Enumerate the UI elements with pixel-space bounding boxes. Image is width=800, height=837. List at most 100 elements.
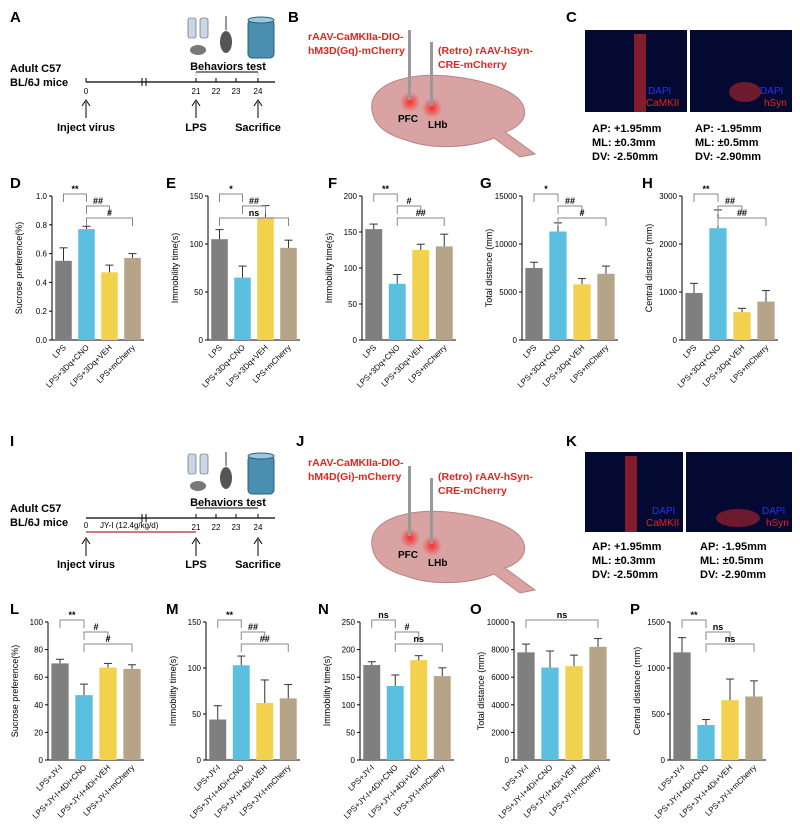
panel-letter-m: M [166,601,179,618]
histology-top: DAPI CaMKII DAPI hSyn AP: +1.95mm ML: ±0… [585,30,792,163]
y-tick-label: 20 [34,728,43,737]
arrow-icon [81,537,91,556]
category-label: LPS [51,343,68,360]
mouse-strain-line1: Adult C57 [10,63,61,75]
panel-letter-f: F [328,175,337,192]
y-axis-label: Sucrose preference(%) [14,222,24,315]
virus-left-line2: hM3D(Gq)-mCherry [308,45,405,57]
y-tick-label: 50 [348,300,357,309]
tail-suspension-mouse-icon [220,452,232,489]
event-label-inject: Inject virus [57,122,115,134]
y-tick-label: 8000 [491,646,509,655]
bar [433,676,451,760]
bar [733,312,751,340]
significance-label: ** [71,184,79,194]
bar [280,247,297,340]
day-label: 22 [212,523,221,532]
significance-label: ## [260,634,270,644]
mouse-strain-line2: BL/6J mice [10,77,68,89]
y-axis-label: Central distance (mm) [632,647,642,736]
stain-label: DAPI [760,86,783,97]
significance-bracket [557,217,607,226]
significance-label: # [93,622,98,632]
bar [279,698,297,760]
y-tick-label: 0 [351,756,356,765]
marker-label: hSyn [766,518,789,529]
stain-label: DAPI [652,506,675,517]
coord: AP: -1.95mm [695,123,762,135]
brain-shape [371,510,537,594]
significance-bracket [394,631,420,640]
significance-label: ## [565,196,575,206]
y-axis-label: Central distance (mm) [644,224,654,313]
bar [55,260,72,340]
bar [234,277,251,340]
coord: DV: -2.90mm [695,151,761,163]
arrow-icon [81,99,91,118]
significance-bracket [63,193,87,202]
significance-label: ns [249,208,260,218]
bar [410,660,428,760]
bar [573,284,591,340]
day-label: 0 [84,87,89,96]
significance-bracket [525,619,599,628]
mouse-strain-line1: Adult C57 [10,503,61,515]
histology-bottom: DAPI CaMKII DAPI hSyn AP: +1.95mm ML: ±0… [585,452,792,581]
significance-label: # [579,208,584,218]
coord: AP: +1.95mm [592,123,662,135]
bar [256,702,274,760]
bar [435,246,453,340]
day-label: 24 [254,523,263,532]
bar [517,652,535,760]
significance-label: * [229,184,233,194]
significance-bracket [219,217,289,226]
y-axis-label: Immobility time(s) [322,656,332,727]
pfc-injection-site [400,528,420,548]
bar [745,696,763,760]
category-label: LPS [681,343,698,360]
timeline-bottom: Adult C57 BL/6J mice 0 21 22 23 24 JY-I … [10,452,281,571]
y-tick-label: 200 [342,646,356,655]
sucrose-bottles-icon [187,453,209,491]
y-axis-label: Sucrose preference(%) [10,645,20,738]
day-label: 22 [212,87,221,96]
significance-bracket [705,631,731,640]
bar [124,257,141,340]
day-label: 23 [232,87,241,96]
significance-bracket [681,619,707,628]
bar [589,646,607,760]
bar [673,652,691,760]
significance-label: ## [737,208,747,218]
y-tick-label: 100 [342,701,356,710]
coord: ML: ±0.5mm [700,555,764,567]
category-label: LPS+3Dq+VEH [701,343,747,389]
bar [412,250,430,340]
bar [697,725,715,760]
y-tick-label: 100 [30,618,44,627]
y-tick-label: 150 [188,618,202,627]
y-tick-label: 5000 [499,288,517,297]
marker-label: CaMKII [646,518,679,529]
y-tick-label: 15000 [495,192,518,201]
significance-bracket [396,205,422,214]
bar [525,268,543,340]
bar [232,665,250,760]
hsyn-signal [729,82,761,102]
camkii-signal [634,34,646,112]
bar [211,239,228,340]
lhb-injection-site [422,98,442,118]
significance-label: ** [68,610,76,620]
significance-bracket [705,643,755,652]
bar [78,229,95,340]
significance-label: ns [725,634,736,644]
y-tick-label: 0 [199,336,204,345]
virus-left-line1: rAAV-CaMKIIa-DIO- [308,457,404,469]
bar [101,272,118,340]
bar [597,273,615,340]
significance-label: ** [690,610,698,620]
significance-label: ** [382,184,390,194]
y-tick-label: 4000 [491,701,509,710]
y-tick-label: 0 [673,336,678,345]
y-tick-label: 100 [190,240,204,249]
